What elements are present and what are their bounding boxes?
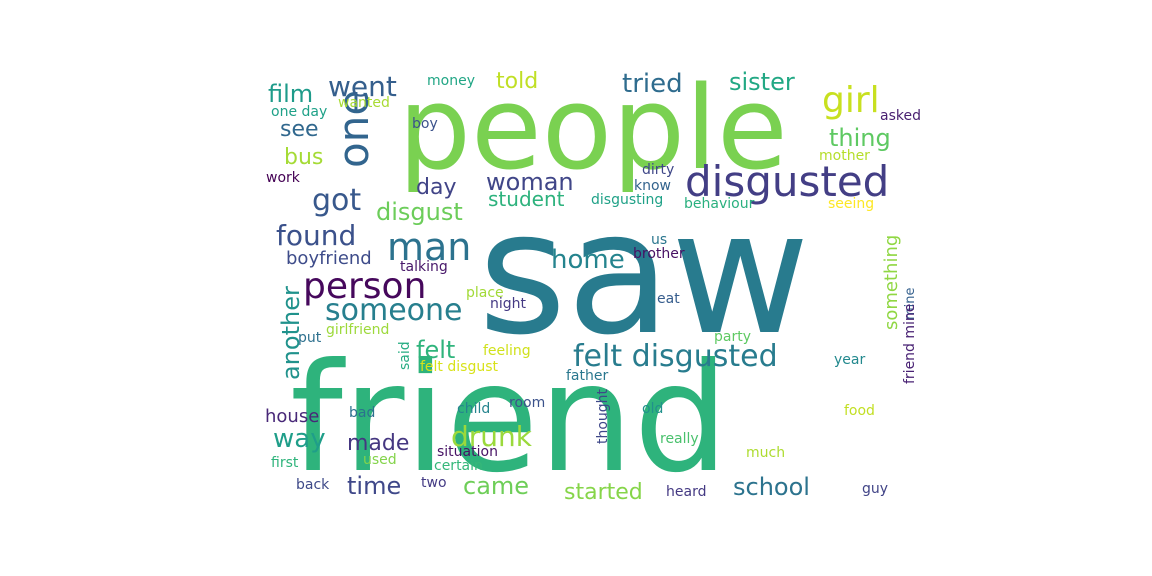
word-put: put (298, 330, 322, 346)
word-old: old (642, 401, 663, 417)
word-mine: mine (903, 287, 918, 320)
word-started: started (564, 480, 643, 505)
word-got: got (312, 183, 361, 218)
word-girlfriend: girlfriend (326, 322, 389, 338)
word-school: school (733, 473, 810, 501)
word-boyfriend: boyfriend (286, 248, 372, 269)
word-room: room (509, 395, 545, 411)
word-us: us (651, 232, 667, 248)
word-mother: mother (819, 148, 870, 164)
word-person: person (303, 266, 426, 307)
word-certain: certain (434, 458, 483, 474)
word-brother: brother (633, 246, 685, 262)
word-situation: situation (437, 444, 498, 460)
word-one: one (329, 90, 378, 168)
word-found: found (276, 219, 356, 252)
word-one-day: one day (271, 104, 327, 120)
word-made: made (347, 431, 409, 456)
word-friend: friend (290, 332, 729, 506)
word-boy: boy (412, 116, 438, 132)
word-talking: talking (400, 259, 448, 275)
word-time: time (347, 472, 401, 500)
word-back: back (296, 477, 330, 493)
word-asked: asked (880, 108, 921, 124)
word-someone: someone (325, 293, 463, 328)
word-sister: sister (729, 68, 795, 96)
word-man: man (387, 225, 471, 269)
word-friend-mine: friend mine (902, 304, 918, 384)
word-went: went (328, 70, 397, 103)
word-feeling: feeling (483, 343, 531, 359)
word-student: student (488, 187, 565, 211)
word-really: really (660, 431, 699, 447)
word-woman: woman (486, 168, 574, 196)
word-much: much (746, 445, 785, 461)
word-came: came (463, 472, 529, 500)
word-behaviour: behaviour (684, 196, 755, 212)
word-two: two (421, 475, 447, 491)
word-thought: thought (595, 388, 611, 444)
word-first: first (271, 455, 299, 471)
word-tried: tried (622, 69, 683, 99)
word-house: house (265, 406, 319, 427)
word-felt-disgust: felt disgust (420, 359, 498, 375)
word-said: said (397, 341, 413, 370)
word-disgusting: disgusting (591, 192, 663, 208)
word-wanted: wanted (338, 95, 390, 111)
word-guy: guy (862, 481, 888, 497)
word-thing: thing (829, 124, 891, 152)
word-eat: eat (657, 291, 680, 307)
word-drunk: drunk (451, 420, 533, 453)
word-felt-disgusted: felt disgusted (573, 339, 778, 374)
word-felt: felt (416, 336, 455, 364)
word-know: know (634, 178, 671, 194)
word-work: work (266, 170, 301, 186)
word-seeing: seeing (828, 196, 874, 212)
word-disgust: disgust (376, 198, 463, 226)
word-bus: bus (284, 145, 323, 170)
word-money: money (427, 73, 475, 89)
word-father: father (566, 368, 608, 384)
word-child: child (457, 401, 490, 417)
word-another: another (277, 286, 305, 380)
word-film: film (268, 80, 313, 108)
word-day: day (416, 175, 456, 200)
word-disgusted: disgusted (685, 157, 889, 206)
word-year: year (834, 352, 865, 368)
word-food: food (844, 403, 875, 419)
word-told: told (496, 69, 538, 94)
word-bad: bad (349, 405, 375, 421)
word-people: people (398, 62, 788, 196)
word-something: something (881, 235, 902, 330)
word-used: used (363, 452, 397, 468)
word-home: home (551, 245, 625, 275)
word-way: way (273, 424, 326, 454)
word-night: night (490, 296, 527, 312)
word-saw: saw (478, 175, 810, 373)
word-party: party (714, 329, 751, 345)
word-dirty: dirty (642, 162, 674, 178)
word-heard: heard (666, 484, 706, 500)
word-place: place (466, 285, 504, 301)
word-girl: girl (822, 80, 880, 121)
word-see: see (280, 117, 319, 142)
